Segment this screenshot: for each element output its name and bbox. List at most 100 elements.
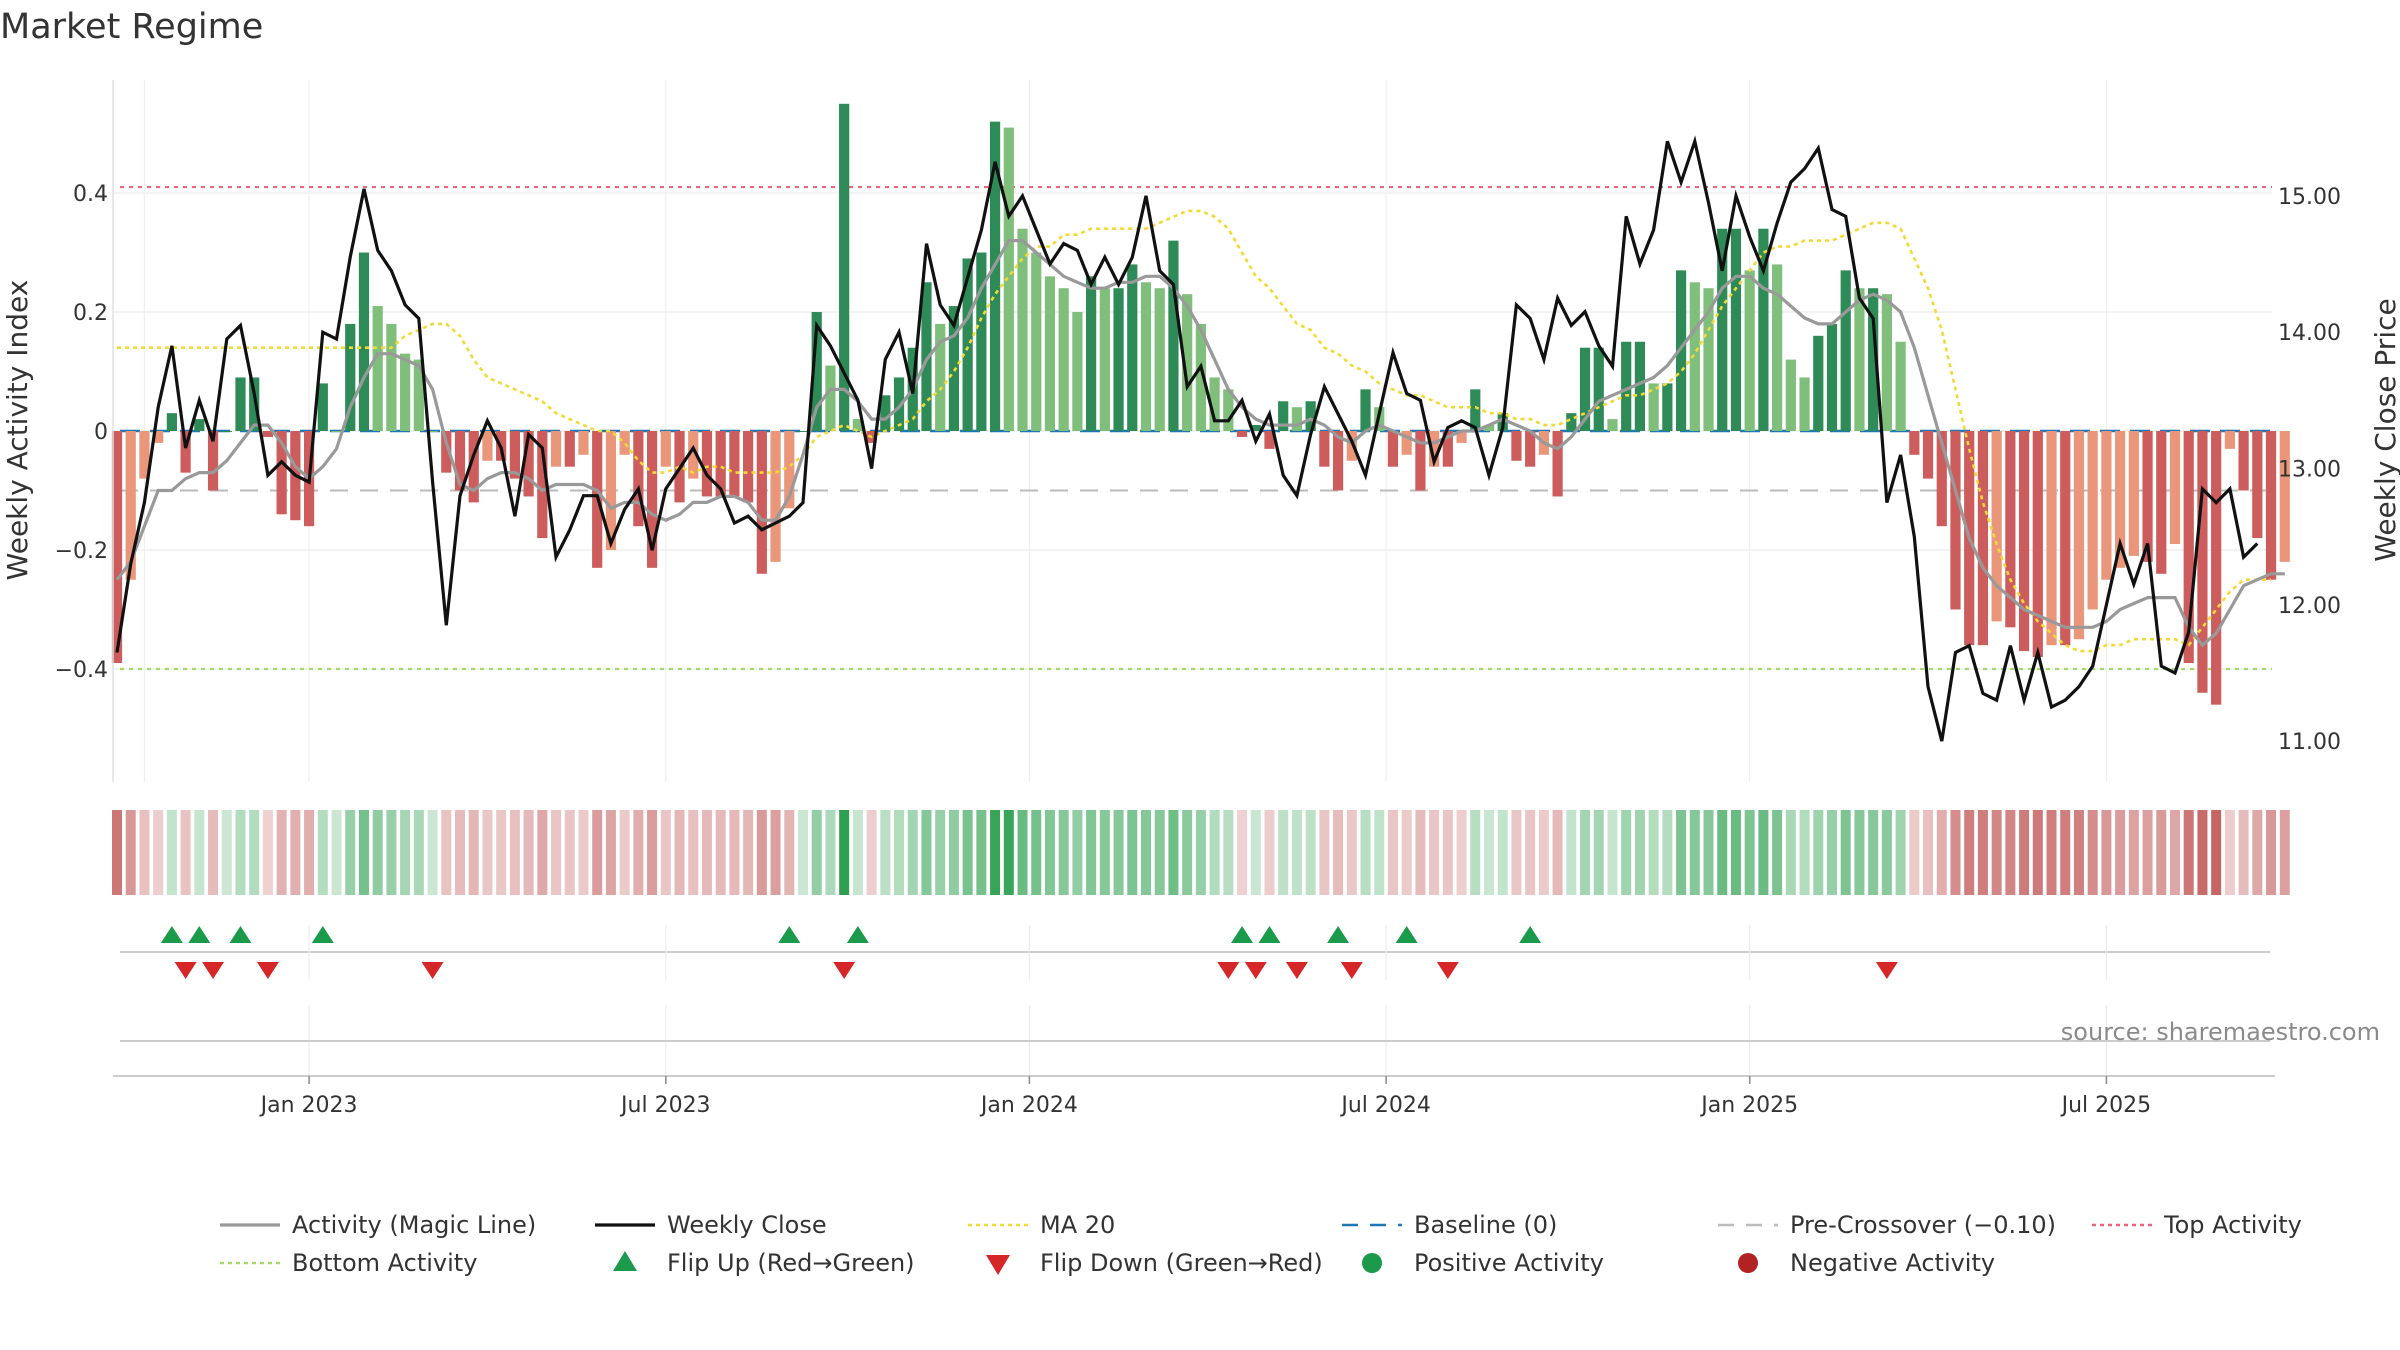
activity-bar bbox=[1840, 270, 1851, 431]
heat-cell bbox=[1497, 810, 1508, 895]
x-axis-ticks: Jan 2023 Jul 2023 Jan 2024 Jul 2024 Jan 2025… bbox=[259, 1076, 2151, 1118]
y-tick-right-label: 13.00 bbox=[2278, 457, 2341, 482]
activity-bars bbox=[111, 103, 2290, 705]
activity-bar bbox=[1278, 401, 1289, 431]
heat-cell bbox=[1827, 810, 1837, 895]
heat-cell bbox=[1072, 810, 1083, 895]
heat-cell bbox=[1923, 810, 1934, 895]
y-ticks-left: 0.4 0.2 0 −0.2 −0.4 bbox=[55, 182, 108, 683]
heat-cell bbox=[1977, 810, 1988, 895]
activity-bar bbox=[1140, 282, 1152, 431]
legend-label: Baseline (0) bbox=[1414, 1211, 1557, 1239]
heat-cell bbox=[276, 810, 287, 895]
heat-cell bbox=[290, 810, 301, 895]
heat-cell bbox=[2060, 810, 2071, 895]
flip-up-marker bbox=[1231, 926, 1254, 943]
bottom-panel bbox=[113, 1005, 2275, 1077]
legend-label: Flip Up (Red→Green) bbox=[667, 1249, 915, 1277]
heat-cell bbox=[1127, 810, 1138, 895]
activity-bar bbox=[770, 431, 781, 562]
flip-down-marker bbox=[1285, 962, 1308, 979]
activity-bar bbox=[1456, 431, 1467, 443]
heat-cell bbox=[907, 810, 918, 895]
activity-bar bbox=[2211, 431, 2222, 705]
heat-cell bbox=[729, 810, 740, 895]
flip-up-marker bbox=[311, 926, 334, 943]
activity-bar bbox=[166, 413, 177, 431]
activity-bar bbox=[2005, 431, 2016, 628]
heat-cell bbox=[605, 810, 616, 895]
heat-cell bbox=[345, 810, 356, 895]
heat-cell bbox=[2252, 810, 2263, 895]
activity-bar bbox=[784, 431, 795, 509]
heat-cell bbox=[468, 810, 479, 895]
legend-label: MA 20 bbox=[1040, 1211, 1115, 1239]
heat-cell bbox=[976, 810, 987, 895]
y-tick-left-label: −0.2 bbox=[55, 539, 108, 564]
heat-cell bbox=[825, 810, 836, 895]
activity-bar bbox=[139, 431, 150, 479]
activity-bar bbox=[1332, 431, 1344, 491]
activity-bar bbox=[2238, 431, 2249, 491]
heat-cell bbox=[400, 810, 411, 895]
heat-cell bbox=[1141, 810, 1151, 895]
flip-up-marker bbox=[160, 926, 183, 943]
activity-bar bbox=[1634, 341, 1646, 431]
activity-bar bbox=[331, 431, 342, 432]
activity-bar bbox=[262, 431, 274, 437]
legend-item-top: Top Activity bbox=[2092, 1211, 2302, 1239]
heat-cell bbox=[1346, 810, 1357, 895]
heat-cell bbox=[1881, 810, 1892, 895]
heat-cell bbox=[1044, 810, 1055, 895]
activity-bar bbox=[509, 431, 520, 479]
heat-cell bbox=[2032, 810, 2043, 895]
heat-cell bbox=[1703, 810, 1714, 895]
activity-bar bbox=[2265, 431, 2277, 580]
heat-cell bbox=[1566, 810, 1577, 895]
heat-cell bbox=[866, 810, 877, 895]
activity-bar bbox=[1305, 401, 1316, 431]
activity-bar bbox=[427, 431, 438, 432]
heat-cell bbox=[633, 810, 644, 895]
activity-bar bbox=[400, 353, 411, 431]
heat-cell bbox=[1415, 810, 1426, 895]
flip-up-marker bbox=[1327, 926, 1350, 943]
flip-down-marker bbox=[1436, 962, 1459, 979]
heat-cell bbox=[441, 810, 452, 895]
heat-cell bbox=[2170, 810, 2180, 895]
magic-line bbox=[115, 239, 2285, 648]
legend-swatch bbox=[1362, 1253, 1382, 1273]
y-tick-right-label: 14.00 bbox=[2278, 321, 2341, 346]
activity-bar bbox=[1099, 288, 1110, 431]
heat-cell bbox=[2101, 810, 2112, 895]
legend-item-magic: Activity (Magic Line) bbox=[220, 1211, 536, 1239]
heat-cell bbox=[921, 810, 932, 895]
activity-bar bbox=[111, 431, 123, 664]
heat-cell bbox=[1964, 810, 1975, 895]
activity-bar bbox=[935, 323, 946, 431]
activity-bar bbox=[1909, 431, 1920, 455]
legend-label: Positive Activity bbox=[1414, 1249, 1604, 1277]
activity-bar bbox=[660, 431, 671, 467]
heat-cell bbox=[386, 810, 397, 895]
heat-cell bbox=[839, 810, 850, 895]
y-tick-left-label: 0 bbox=[94, 420, 108, 445]
activity-bar bbox=[1250, 425, 1261, 431]
activity-bar bbox=[743, 431, 754, 503]
legend-label: Top Activity bbox=[2163, 1211, 2302, 1239]
heat-cell bbox=[1195, 810, 1206, 895]
activity-bar bbox=[880, 395, 891, 431]
heat-cell bbox=[1909, 810, 1920, 895]
activity-bar bbox=[2060, 431, 2071, 646]
heat-cell bbox=[1634, 810, 1645, 895]
heat-cell bbox=[413, 810, 424, 895]
activity-bar bbox=[1483, 425, 1495, 431]
activity-bar bbox=[1991, 431, 2002, 622]
heat-cell bbox=[317, 810, 328, 895]
heat-cell bbox=[811, 810, 822, 895]
heat-cell bbox=[1648, 810, 1659, 895]
activity-bar bbox=[1854, 288, 1865, 431]
heat-cell bbox=[674, 810, 685, 895]
activity-bar bbox=[1785, 359, 1796, 431]
activity-bar bbox=[1799, 377, 1810, 431]
